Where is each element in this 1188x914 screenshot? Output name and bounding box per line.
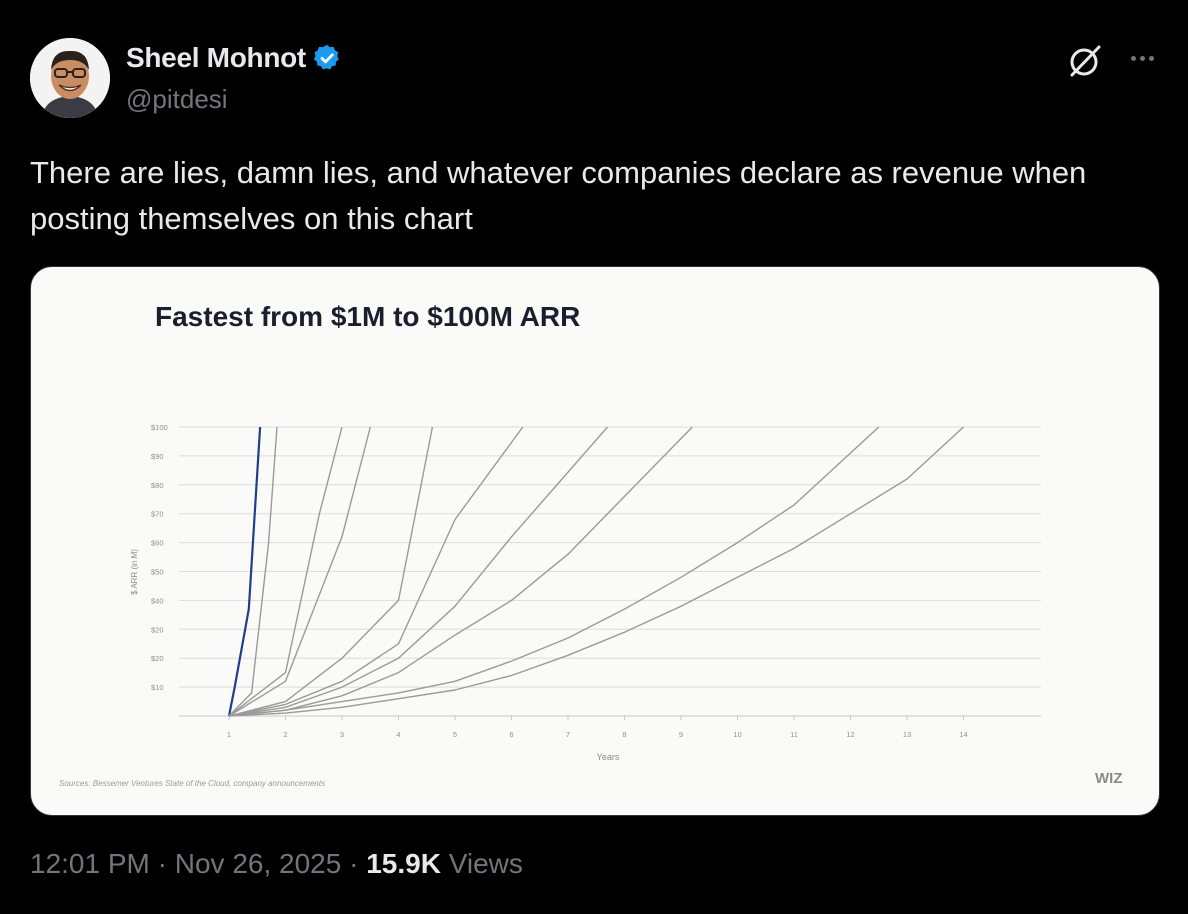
x-tick-labels: 1 2 3 4 5 6 7 8 9 10 11 12 13 14 <box>227 716 968 739</box>
y-tick-label: $60 <box>151 539 164 548</box>
tweet-meta: 12:01 PM · Nov 26, 2025 · 15.9K Views <box>30 848 523 880</box>
x-tick-label: 14 <box>959 730 967 739</box>
y-axis-label: $ ARR (in M) <box>130 549 139 595</box>
x-tick-label: 4 <box>396 730 400 739</box>
tweet-text: There are lies, damn lies, and whatever … <box>30 155 1087 236</box>
y-tick-label: $10 <box>151 683 164 692</box>
verified-badge-icon[interactable] <box>312 43 342 73</box>
x-tick-label: 10 <box>733 730 741 739</box>
y-tick-label: $40 <box>151 596 164 605</box>
tweet-media-image[interactable]: Fastest from $1M to $100M ARR $10 $20 $20 $… <box>30 266 1160 816</box>
more-horizontal-icon[interactable] <box>1124 40 1160 76</box>
x-tick-label: 2 <box>283 730 287 739</box>
views-label: Views <box>448 848 523 879</box>
y-tick-labels: $10 $20 $20 $40 $50 $60 $70 $80 $90 $100 <box>151 423 168 692</box>
series-line <box>228 426 434 717</box>
x-tick-label: 7 <box>566 730 570 739</box>
grok-icon[interactable] <box>1066 42 1104 80</box>
x-tick-label: 9 <box>679 730 683 739</box>
x-tick-label: 5 <box>453 730 457 739</box>
wiz-logo: WIZ <box>1095 770 1123 787</box>
tweet-time[interactable]: 12:01 PM <box>30 848 150 879</box>
x-axis-label: Years <box>597 752 620 762</box>
chart-source: Sources: Bessemer Ventures State of the … <box>59 779 325 788</box>
series-line <box>228 426 964 717</box>
display-name[interactable]: Sheel Mohnot <box>126 42 306 73</box>
author-handle[interactable]: @pitdesi <box>126 84 228 114</box>
avatar[interactable] <box>30 38 110 118</box>
y-tick-label: $90 <box>151 452 164 461</box>
series-line <box>228 426 278 717</box>
series-line <box>228 426 693 717</box>
series-line <box>228 426 880 717</box>
chart-series <box>227 426 964 717</box>
series-line <box>228 426 524 717</box>
y-tick-label: $100 <box>151 423 168 432</box>
x-tick-label: 8 <box>622 730 626 739</box>
series-line <box>228 426 343 717</box>
y-tick-label: $80 <box>151 481 164 490</box>
x-tick-label: 13 <box>903 730 911 739</box>
x-tick-label: 12 <box>846 730 854 739</box>
y-tick-label: $20 <box>151 654 164 663</box>
x-tick-label: 11 <box>790 730 798 739</box>
separator: · <box>157 848 167 879</box>
tweet-date[interactable]: Nov 26, 2025 <box>174 848 342 879</box>
y-tick-label: $20 <box>151 625 164 634</box>
x-tick-label: 6 <box>509 730 513 739</box>
x-tick-label: 1 <box>227 730 231 739</box>
chart-title: Fastest from $1M to $100M ARR <box>155 301 580 332</box>
y-tick-label: $50 <box>151 568 164 577</box>
line-chart: Fastest from $1M to $100M ARR $10$20$20$… <box>59 301 1123 788</box>
y-tick-label: $70 <box>151 510 164 519</box>
series-line <box>228 426 371 717</box>
series-line <box>228 426 609 717</box>
highlight-series-line <box>227 426 262 717</box>
x-tick-label: 3 <box>340 730 344 739</box>
chart-grid <box>179 426 1041 717</box>
avatar-image <box>30 38 110 118</box>
views-count: 15.9K <box>366 848 441 879</box>
separator: · <box>349 848 359 879</box>
